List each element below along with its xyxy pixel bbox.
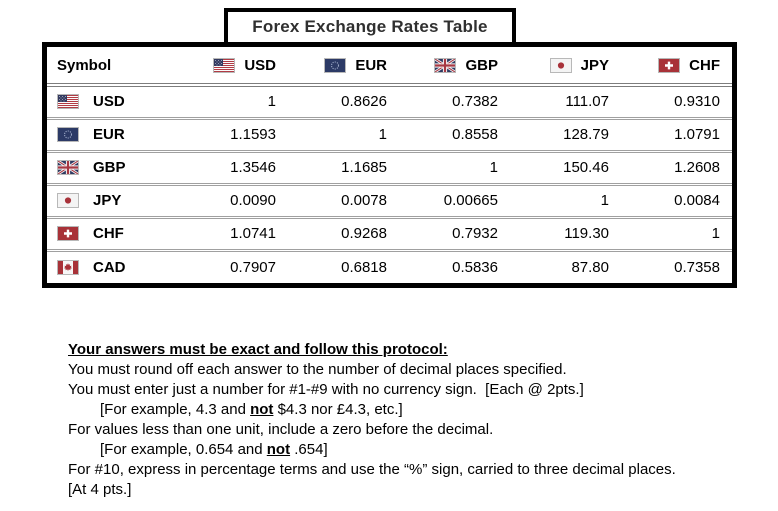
rate-cell: 0.9268 xyxy=(341,225,387,242)
column-header-chf: CHF xyxy=(621,47,732,85)
column-header-gbp: GBP xyxy=(399,47,510,85)
rate-cell: 0.7932 xyxy=(452,225,498,242)
rates-table: Symbol USD EUR GBP JPY CHF USD 1 xyxy=(47,47,732,283)
rate-cell: 1 xyxy=(489,159,498,176)
rate-cell: 1.2608 xyxy=(674,159,720,176)
jp-flag-icon xyxy=(549,57,572,73)
rate-cell: 111.07 xyxy=(565,93,609,111)
table-row-usd: USD 1 0.8626 0.7382 111.07 0.9310 xyxy=(47,85,732,118)
eu-flag-icon xyxy=(57,127,79,142)
rate-cell: 0.9310 xyxy=(674,93,720,111)
instruction-line-percent: For #10, express in percentage terms and… xyxy=(68,461,685,498)
row-symbol-label: CAD xyxy=(93,258,126,276)
column-header-label: EUR xyxy=(355,56,387,74)
rate-cell: 1 xyxy=(378,126,387,143)
row-symbol-label: GBP xyxy=(93,159,126,176)
column-header-jpy: JPY xyxy=(510,47,621,85)
rate-cell: 0.7382 xyxy=(452,93,498,111)
row-symbol-label: JPY xyxy=(93,192,122,209)
rate-cell: 0.7358 xyxy=(674,258,720,276)
symbol-column-header: Symbol xyxy=(57,56,112,74)
rate-cell: 0.8626 xyxy=(341,93,387,111)
rate-cell: 1.1685 xyxy=(341,159,387,176)
table-row-gbp: GBP 1.3546 1.1685 1 150.46 1.2608 xyxy=(47,151,732,184)
instruction-example-zero: [For example, 0.654 and not .654] xyxy=(100,441,328,458)
column-header-label: USD xyxy=(244,56,276,74)
answer-protocol-instructions: Your answers must be exact and follow th… xyxy=(68,340,678,500)
rate-cell: 128.79 xyxy=(563,126,609,143)
table-title-box: Forex Exchange Rates Table xyxy=(224,8,516,46)
row-symbol-label: EUR xyxy=(93,126,125,143)
rate-cell: 1 xyxy=(267,93,276,111)
table-row-jpy: JPY 0.0090 0.0078 0.00665 1 0.0084 xyxy=(47,184,732,217)
rate-cell: 0.7907 xyxy=(230,258,276,276)
rate-cell: 87.80 xyxy=(571,258,609,276)
rate-cell: 1 xyxy=(600,192,609,209)
table-row-cad: CAD 0.7907 0.6818 0.5836 87.80 0.7358 xyxy=(47,250,732,283)
jp-flag-icon xyxy=(57,193,79,208)
ca-flag-icon xyxy=(57,259,79,275)
rate-cell: 0.0090 xyxy=(230,192,276,209)
forex-rates-table: Symbol USD EUR GBP JPY CHF USD 1 xyxy=(42,42,737,288)
rate-cell: 0.5836 xyxy=(452,258,498,276)
rate-cell: 150.46 xyxy=(563,159,609,176)
eu-flag-icon xyxy=(324,57,347,73)
ch-flag-icon xyxy=(658,57,681,73)
column-header-eur: EUR xyxy=(288,47,399,85)
rate-cell: 1.1593 xyxy=(230,126,276,143)
instruction-line-leading-zero: For values less than one unit, include a… xyxy=(68,421,494,438)
column-header-usd: USD xyxy=(177,47,288,85)
rate-cell: 1.0741 xyxy=(230,225,276,242)
rate-cell: 1 xyxy=(711,225,720,242)
not-emphasis: not xyxy=(266,441,291,458)
rate-cell: 0.0078 xyxy=(341,192,387,209)
instruction-line-number-only: You must enter just a number for #1-#9 w… xyxy=(68,381,584,398)
rate-cell: 119.30 xyxy=(564,225,609,242)
rate-cell: 1.3546 xyxy=(230,159,276,176)
ch-flag-icon xyxy=(57,226,79,241)
column-header-label: CHF xyxy=(689,56,720,74)
not-emphasis: not xyxy=(250,401,274,418)
instruction-line-rounding: You must round off each answer to the nu… xyxy=(68,361,567,378)
rate-cell: 0.0084 xyxy=(674,192,720,209)
table-row-chf: CHF 1.0741 0.9268 0.7932 119.30 1 xyxy=(47,217,732,250)
uk-flag-icon xyxy=(434,57,457,73)
column-header-label: GBP xyxy=(465,56,498,74)
instruction-example-currency: [For example, 4.3 and not $4.3 nor £4.3,… xyxy=(100,401,403,418)
rate-cell: 1.0791 xyxy=(674,126,720,143)
table-row-eur: EUR 1.1593 1 0.8558 128.79 1.0791 xyxy=(47,118,732,151)
rate-cell: 0.00665 xyxy=(443,192,498,209)
uk-flag-icon xyxy=(57,160,79,175)
header-row: Symbol USD EUR GBP JPY CHF xyxy=(47,47,732,85)
rate-cell: 0.6818 xyxy=(341,258,387,276)
us-flag-icon xyxy=(213,57,236,73)
rate-cell: 0.8558 xyxy=(452,126,498,143)
row-symbol-label: CHF xyxy=(93,225,124,242)
column-header-label: JPY xyxy=(580,56,609,74)
instructions-heading: Your answers must be exact and follow th… xyxy=(68,341,448,358)
row-symbol-label: USD xyxy=(93,93,125,111)
us-flag-icon xyxy=(57,94,79,110)
page-title: Forex Exchange Rates Table xyxy=(252,17,488,36)
